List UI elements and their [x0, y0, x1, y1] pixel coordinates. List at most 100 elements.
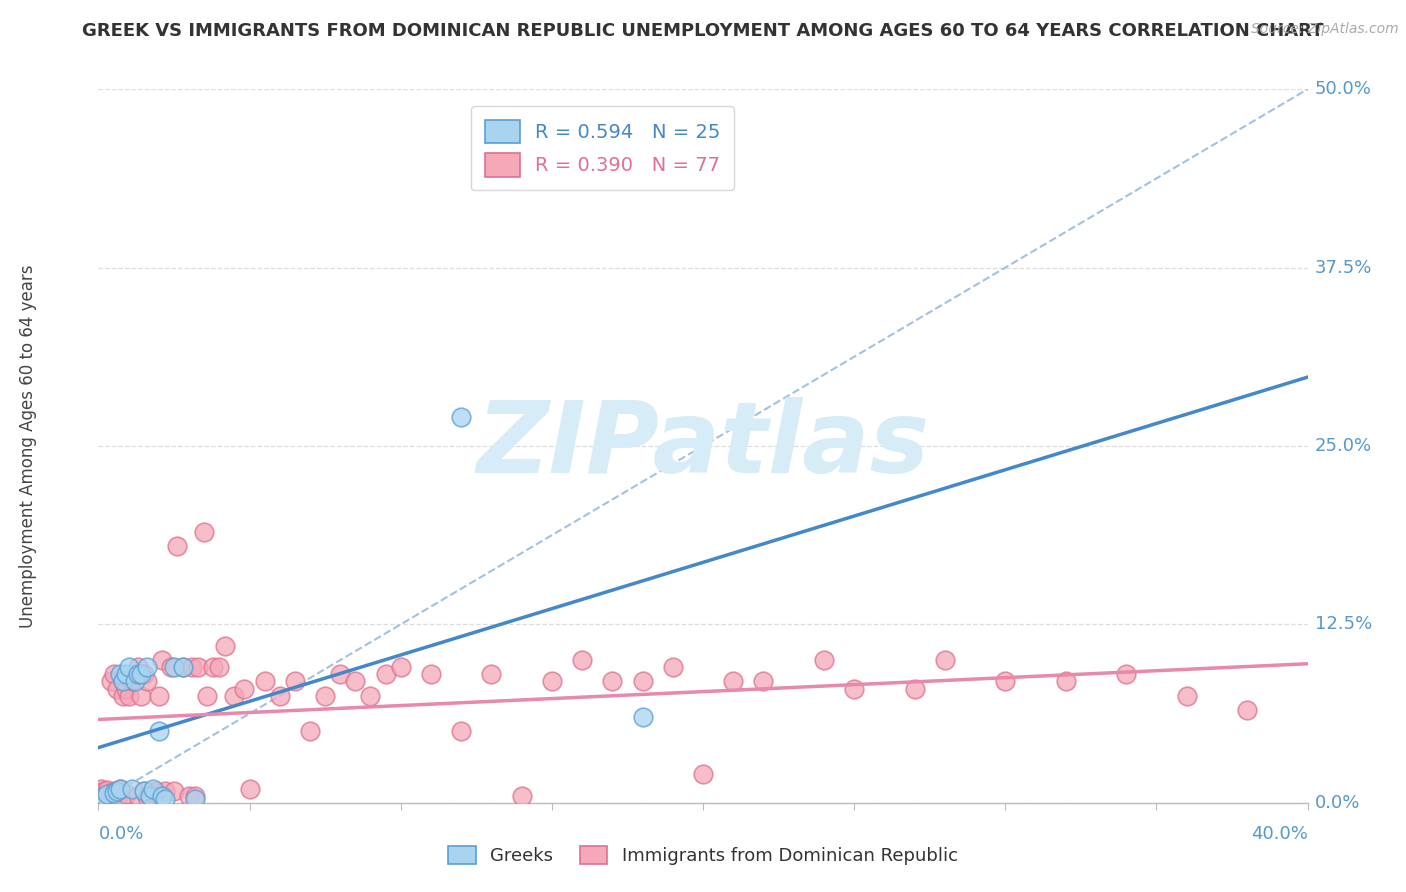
Point	[934, 653, 956, 667]
Point	[314, 689, 336, 703]
Point	[571, 653, 593, 667]
Point	[374, 667, 396, 681]
Point	[153, 784, 176, 798]
Point	[692, 767, 714, 781]
Point	[232, 681, 254, 696]
Point	[121, 674, 143, 689]
Text: 25.0%: 25.0%	[1315, 437, 1372, 455]
Point	[721, 674, 744, 689]
Text: ZIPatlas: ZIPatlas	[477, 398, 929, 494]
Point	[193, 524, 215, 539]
Point	[148, 689, 170, 703]
Point	[184, 789, 207, 803]
Point	[181, 660, 204, 674]
Point	[127, 789, 149, 803]
Point	[510, 789, 533, 803]
Point	[195, 689, 218, 703]
Point	[139, 789, 162, 803]
Point	[419, 667, 441, 681]
Point	[661, 660, 683, 674]
Point	[132, 784, 155, 798]
Legend: R = 0.594   N = 25, R = 0.390   N = 77: R = 0.594 N = 25, R = 0.390 N = 77	[471, 106, 734, 191]
Point	[111, 674, 134, 689]
Point	[93, 784, 115, 798]
Point	[150, 789, 173, 803]
Point	[100, 674, 122, 689]
Point	[90, 781, 112, 796]
Point	[114, 681, 136, 696]
Point	[253, 674, 276, 689]
Point	[129, 667, 152, 681]
Point	[100, 786, 122, 800]
Point	[450, 724, 472, 739]
Point	[1054, 674, 1077, 689]
Point	[105, 681, 128, 696]
Point	[208, 660, 231, 674]
Point	[329, 667, 352, 681]
Point	[214, 639, 236, 653]
Point	[187, 660, 209, 674]
Point	[114, 667, 136, 681]
Text: GREEK VS IMMIGRANTS FROM DOMINICAN REPUBLIC UNEMPLOYMENT AMONG AGES 60 TO 64 YEA: GREEK VS IMMIGRANTS FROM DOMINICAN REPUB…	[82, 22, 1324, 40]
Text: Unemployment Among Ages 60 to 64 years: Unemployment Among Ages 60 to 64 years	[20, 264, 37, 628]
Point	[96, 787, 118, 801]
Point	[844, 681, 866, 696]
Point	[127, 660, 149, 674]
Point	[93, 789, 115, 803]
Point	[108, 781, 131, 796]
Point	[135, 790, 157, 805]
Point	[145, 784, 167, 798]
Text: 37.5%: 37.5%	[1315, 259, 1372, 277]
Point	[124, 674, 146, 689]
Text: 0.0%: 0.0%	[1315, 794, 1360, 812]
Point	[163, 660, 186, 674]
Point	[904, 681, 927, 696]
Point	[450, 410, 472, 425]
Point	[202, 660, 225, 674]
Point	[172, 660, 194, 674]
Text: 12.5%: 12.5%	[1315, 615, 1372, 633]
Point	[118, 660, 141, 674]
Point	[631, 674, 654, 689]
Legend: Greeks, Immigrants from Dominican Republic: Greeks, Immigrants from Dominican Republ…	[440, 837, 966, 874]
Point	[166, 539, 188, 553]
Point	[160, 660, 183, 674]
Point	[540, 674, 562, 689]
Point	[103, 784, 125, 798]
Point	[269, 689, 291, 703]
Point	[481, 667, 503, 681]
Point	[132, 784, 155, 798]
Point	[111, 689, 134, 703]
Point	[153, 791, 176, 805]
Text: Source: ZipAtlas.com: Source: ZipAtlas.com	[1251, 22, 1399, 37]
Text: 0.0%: 0.0%	[98, 825, 143, 843]
Point	[127, 667, 149, 681]
Point	[129, 689, 152, 703]
Point	[103, 667, 125, 681]
Point	[184, 791, 207, 805]
Point	[124, 667, 146, 681]
Point	[96, 783, 118, 797]
Point	[105, 791, 128, 805]
Point	[163, 784, 186, 798]
Point	[360, 689, 382, 703]
Point	[1175, 689, 1198, 703]
Point	[103, 786, 125, 800]
Point	[132, 667, 155, 681]
Point	[150, 653, 173, 667]
Point	[118, 689, 141, 703]
Point	[105, 784, 128, 798]
Point	[1236, 703, 1258, 717]
Point	[752, 674, 775, 689]
Point	[139, 789, 162, 803]
Point	[108, 667, 131, 681]
Text: 50.0%: 50.0%	[1315, 80, 1371, 98]
Point	[813, 653, 835, 667]
Text: 40.0%: 40.0%	[1251, 825, 1308, 843]
Point	[114, 787, 136, 801]
Point	[602, 674, 624, 689]
Point	[111, 674, 134, 689]
Point	[284, 674, 307, 689]
Point	[389, 660, 412, 674]
Point	[108, 781, 131, 796]
